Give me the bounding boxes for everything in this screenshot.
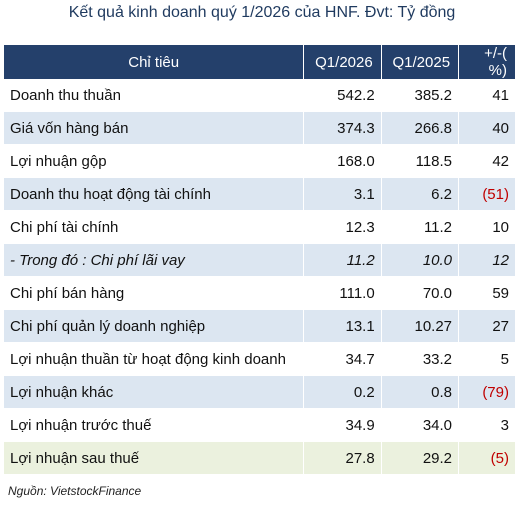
table-row: - Trong đó : Chi phí lãi vay 11.2 10.0 12 (4, 243, 516, 277)
table-row: Lợi nhuận thuần từ hoạt động kinh doanh 3… (4, 342, 516, 376)
table-header-row: Chỉ tiêu Q1/2026 Q1/2025 +/-( %) (4, 45, 516, 79)
row-label: Chi phí bán hàng (4, 276, 305, 310)
header-q1-2026: Q1/2026 (303, 45, 382, 79)
cell-q1-2026: 13.1 (303, 309, 382, 343)
cell-q1-2026: 11.2 (303, 243, 382, 277)
row-label: Chi phí tài chính (4, 210, 305, 244)
table-row: Giá vốn hàng bán 374.3 266.8 40 (4, 111, 516, 145)
cell-q1-2025: 10.27 (381, 309, 460, 343)
table-row: Doanh thu thuần 542.2 385.2 41 (4, 79, 516, 112)
cell-change-percent: (79) (458, 375, 516, 409)
cell-q1-2025: 385.2 (381, 79, 460, 112)
row-label: - Trong đó : Chi phí lãi vay (4, 243, 305, 277)
cell-q1-2026: 542.2 (303, 79, 382, 112)
cell-q1-2026: 12.3 (303, 210, 382, 244)
header-indicator: Chỉ tiêu (4, 45, 305, 79)
row-label: Lợi nhuận khác (4, 375, 305, 409)
cell-q1-2026: 27.8 (303, 441, 382, 475)
cell-change-percent: 42 (458, 144, 516, 178)
cell-q1-2026: 168.0 (303, 144, 382, 178)
cell-q1-2025: 118.5 (381, 144, 460, 178)
cell-change-percent: 3 (458, 408, 516, 442)
row-label: Doanh thu hoạt động tài chính (4, 177, 305, 211)
cell-q1-2026: 3.1 (303, 177, 382, 211)
cell-q1-2026: 0.2 (303, 375, 382, 409)
row-label: Lợi nhuận gộp (4, 144, 305, 178)
row-label: Lợi nhuận sau thuế (4, 441, 305, 475)
cell-change-percent: (51) (458, 177, 516, 211)
cell-change-percent: 5 (458, 342, 516, 376)
row-label: Lợi nhuận trước thuế (4, 408, 305, 442)
table-row: Lợi nhuận sau thuế 27.8 29.2 (5) (4, 441, 516, 475)
cell-q1-2026: 34.7 (303, 342, 382, 376)
cell-q1-2025: 266.8 (381, 111, 460, 145)
cell-q1-2025: 6.2 (381, 177, 460, 211)
table-row: Lợi nhuận gộp 168.0 118.5 42 (4, 144, 516, 178)
header-change-percent: +/-( %) (458, 45, 516, 79)
row-label: Giá vốn hàng bán (4, 111, 305, 145)
cell-q1-2025: 70.0 (381, 276, 460, 310)
cell-q1-2026: 34.9 (303, 408, 382, 442)
row-label: Doanh thu thuần (4, 79, 305, 112)
cell-change-percent: (5) (458, 441, 516, 475)
cell-q1-2025: 0.8 (381, 375, 460, 409)
financial-results-table: Chỉ tiêu Q1/2026 Q1/2025 +/-( %) Doanh t… (4, 45, 516, 475)
cell-change-percent: 27 (458, 309, 516, 343)
cell-q1-2026: 111.0 (303, 276, 382, 310)
table-row: Lợi nhuận khác 0.2 0.8 (79) (4, 375, 516, 409)
cell-change-percent: 10 (458, 210, 516, 244)
cell-change-percent: 12 (458, 243, 516, 277)
table-row: Chi phí tài chính 12.3 11.2 10 (4, 210, 516, 244)
cell-change-percent: 40 (458, 111, 516, 145)
header-q1-2025: Q1/2025 (381, 45, 460, 79)
table-row: Doanh thu hoạt động tài chính 3.1 6.2 (51) (4, 177, 516, 211)
row-label: Lợi nhuận thuần từ hoạt động kinh doanh (4, 342, 305, 376)
page-title: Kết quả kinh doanh quý 1/2026 của HNF. Đ… (68, 4, 456, 21)
source-note: Nguồn: VietstockFinance (8, 484, 142, 498)
cell-q1-2025: 11.2 (381, 210, 460, 244)
table-row: Chi phí quản lý doanh nghiệp 13.1 10.27 27 (4, 309, 516, 343)
table-row: Chi phí bán hàng 111.0 70.0 59 (4, 276, 516, 310)
cell-q1-2025: 10.0 (381, 243, 460, 277)
cell-q1-2025: 34.0 (381, 408, 460, 442)
cell-change-percent: 59 (458, 276, 516, 310)
cell-q1-2025: 29.2 (381, 441, 460, 475)
table-row: Lợi nhuận trước thuế 34.9 34.0 3 (4, 408, 516, 442)
row-label: Chi phí quản lý doanh nghiệp (4, 309, 305, 343)
cell-q1-2025: 33.2 (381, 342, 460, 376)
cell-change-percent: 41 (458, 79, 516, 112)
cell-q1-2026: 374.3 (303, 111, 382, 145)
